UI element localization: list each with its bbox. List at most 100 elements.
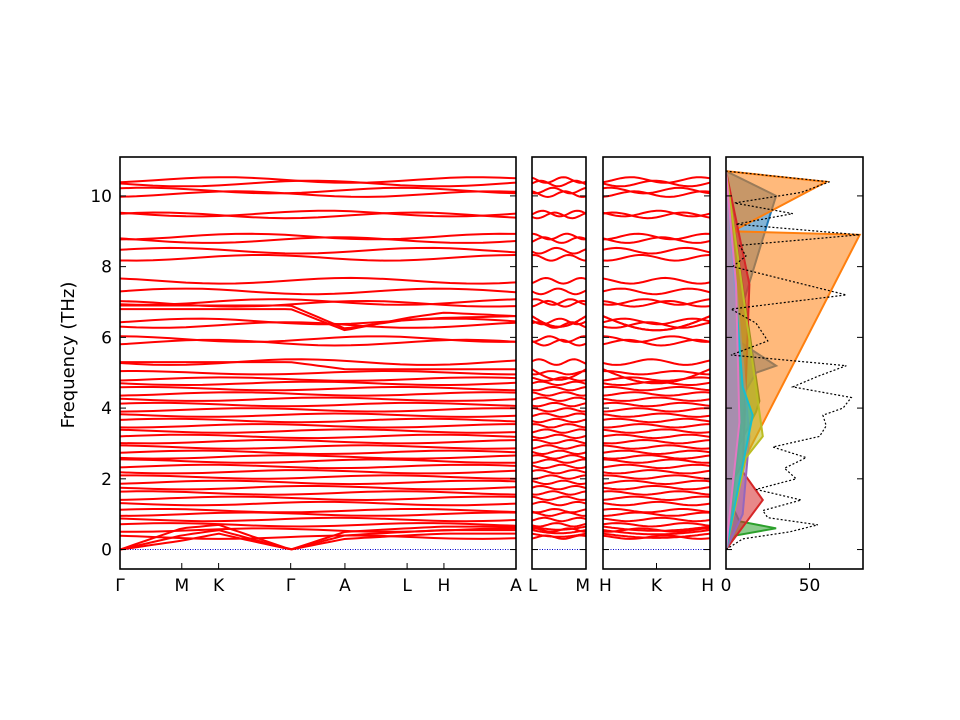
phonon-band [603, 511, 710, 517]
y-tick-label: 6 [101, 328, 112, 348]
phonon-band [603, 449, 710, 456]
phonon-band [120, 412, 516, 418]
phonon-band [532, 444, 586, 450]
y-tick-label: 0 [101, 541, 112, 561]
phonon-band [603, 463, 710, 470]
phonon-band [532, 454, 586, 460]
phonon-band [120, 401, 516, 408]
phonon-band [532, 449, 586, 456]
phonon-band [120, 335, 516, 343]
panel-frame [602, 156, 711, 570]
phonon-band [120, 516, 516, 523]
phonon-band [532, 428, 586, 434]
phonon-band [532, 490, 586, 496]
phonon-band [120, 417, 516, 424]
phonon-band [120, 479, 516, 486]
phonon-band [120, 508, 516, 514]
phonon-band [603, 479, 710, 486]
dispersive-band [532, 315, 586, 328]
dispersive-band [603, 525, 710, 532]
phonon-band [532, 407, 586, 413]
phonon-band [120, 190, 516, 198]
phonon-band [532, 511, 586, 517]
phonon-band [120, 444, 516, 450]
phonon-band [603, 433, 710, 440]
phonon-band [532, 516, 586, 523]
phonon-band [120, 358, 516, 366]
phonon-band [532, 391, 586, 397]
phonon-band [603, 396, 710, 402]
phonon-band [603, 186, 710, 195]
phonon-band [120, 246, 516, 255]
phonon-band [120, 407, 516, 413]
phonon-band [120, 391, 516, 397]
dispersive-band [120, 361, 516, 371]
phonon-band [120, 179, 516, 188]
phonon-band [603, 299, 710, 308]
dispersive-band [603, 532, 710, 539]
dispersive-band [603, 315, 710, 332]
phonon-band [120, 454, 516, 460]
phonon-band [532, 495, 586, 502]
phonon-band [532, 423, 586, 429]
phonon-band [603, 438, 710, 445]
y-axis-label: Frequency (THz) [58, 282, 79, 429]
dispersive-band [532, 529, 586, 535]
phonon-band [603, 276, 710, 285]
x-tick-label: H [438, 576, 451, 596]
phonon-band [532, 380, 586, 386]
phonon-band [532, 474, 586, 480]
phonon-band [603, 485, 710, 491]
phonon-band [120, 254, 516, 262]
dispersive-band [532, 368, 586, 381]
phonon-band [532, 433, 586, 440]
phonon-band [603, 490, 710, 496]
phonon-band [532, 463, 586, 470]
phonon-band [120, 500, 516, 507]
dispersive-band [120, 532, 516, 551]
phonon-band [120, 385, 516, 392]
x-tick-label: A [510, 576, 522, 596]
phonon-band [532, 438, 586, 445]
total-dos [726, 170, 860, 551]
phonon-band [603, 232, 710, 241]
phonon-band [532, 186, 586, 195]
phonon-band [603, 317, 710, 326]
x-tick-label: K [213, 576, 225, 596]
phonon-band [120, 369, 516, 376]
phonon-band [120, 458, 516, 464]
x-tick-label: H [599, 576, 612, 596]
dispersive-band [120, 529, 516, 551]
phonon-band [603, 417, 710, 424]
phonon-band [120, 236, 516, 244]
x-tick-label: L [528, 576, 538, 596]
phonon-band [120, 396, 516, 402]
phonon-band [532, 376, 586, 382]
phonon-band [532, 507, 586, 514]
phonon-band [603, 287, 710, 296]
phonon-band [603, 516, 710, 523]
phonon-band [532, 484, 586, 491]
phonon-band [603, 522, 710, 528]
phonon-band [120, 433, 516, 440]
phonon-band [532, 479, 586, 485]
dos-panel: 0 50 [721, 156, 864, 596]
phonon-band [120, 276, 516, 285]
phonon-band [120, 423, 516, 429]
dos-frame [725, 156, 864, 570]
phonon-band [603, 369, 710, 376]
phonon-band [120, 485, 516, 491]
phonon-band [120, 211, 516, 220]
phonon-band [532, 412, 586, 418]
phonon-band [532, 209, 586, 218]
dispersive-band [120, 304, 516, 330]
phonon-band [603, 298, 710, 306]
band-lines [532, 176, 586, 551]
phonon-band [532, 246, 586, 255]
phonon-band [120, 463, 516, 470]
phonon-band [603, 380, 710, 387]
phonon-band [532, 287, 586, 296]
band-lines [120, 176, 516, 551]
phonon-band [120, 232, 516, 241]
